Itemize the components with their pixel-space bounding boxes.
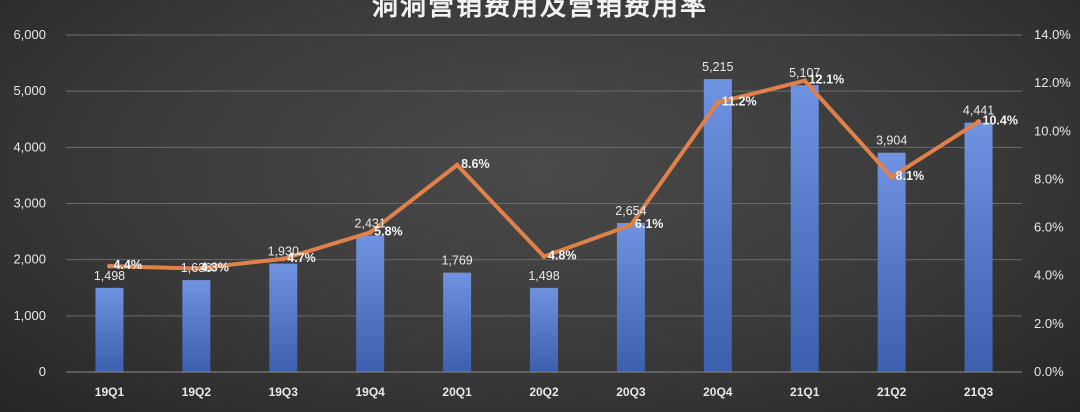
rate-value-label: 8.1% (896, 169, 925, 183)
line-point (628, 222, 634, 228)
chart-title: 洞洞营销费用及营销费用率 (371, 0, 708, 21)
x-tick-label: 21Q1 (790, 385, 820, 399)
y-right-tick-label: 0.0% (1034, 364, 1064, 379)
data-labels: 1,498 1,636 1,930 2,431 1,769 1,498 2,654 5,215… (94, 60, 1018, 283)
y-right-tick-label: 4.0% (1034, 268, 1064, 283)
rate-value-label: 12.1% (809, 73, 844, 87)
bar (356, 235, 385, 372)
x-tick-label: 20Q3 (616, 385, 646, 399)
bar-series (95, 79, 993, 373)
rate-line (107, 78, 981, 271)
line-series (106, 78, 982, 271)
line-point (106, 263, 112, 269)
line-point (367, 229, 373, 235)
x-tick-label: 19Q4 (356, 385, 386, 399)
bar-value-label: 1,636 (181, 261, 212, 275)
rate-value-label: 10.4% (983, 114, 1018, 128)
y-left-tick-label: 3,000 (13, 196, 46, 211)
line-point (280, 256, 286, 262)
bar (95, 287, 124, 372)
bar (877, 152, 906, 372)
line-point (889, 174, 895, 180)
y-left-tick-label: 6,000 (13, 27, 46, 42)
line-point (715, 99, 721, 105)
bar (616, 222, 645, 372)
line-point (802, 78, 808, 84)
rate-value-label: 5.8% (374, 224, 403, 238)
bar (703, 79, 732, 373)
bar (182, 280, 211, 372)
x-tick-label: 21Q2 (877, 385, 907, 399)
rate-value-label: 4.3% (200, 260, 229, 274)
bar-value-label: 3,904 (876, 134, 907, 148)
line-point (541, 253, 547, 259)
x-tick-label: 19Q2 (182, 385, 212, 399)
y-right-tick-label: 14.0% (1034, 27, 1071, 42)
bar (443, 272, 472, 372)
bar-value-label: 5,215 (702, 60, 733, 74)
axes: 0 1,000 2,000 3,000 4,000 5,000 6,000 0.0% 2.0% 4… (13, 27, 1071, 399)
rate-value-label: 6.1% (635, 217, 664, 231)
bar (964, 122, 993, 372)
bar-value-label: 1,498 (94, 269, 125, 283)
x-tick-label: 19Q3 (269, 385, 299, 399)
rate-value-label: 8.6% (461, 157, 490, 171)
x-tick-label: 20Q1 (442, 385, 472, 399)
line-point (454, 162, 460, 168)
y-right-tick-label: 2.0% (1034, 316, 1064, 331)
bar-value-label: 1,769 (441, 254, 472, 268)
line-point (193, 265, 199, 271)
x-tick-label: 19Q1 (95, 385, 125, 399)
bar-value-label: 4,441 (963, 104, 994, 118)
bar-value-label: 2,654 (615, 204, 646, 218)
y-right-tick-label: 6.0% (1034, 220, 1064, 235)
bar (790, 85, 819, 372)
x-tick-label: 20Q2 (529, 385, 559, 399)
y-left-tick-label: 4,000 (13, 139, 46, 154)
rate-value-label: 11.2% (722, 94, 757, 108)
y-left-tick-label: 1,000 (13, 308, 46, 323)
y-right-tick-label: 10.0% (1034, 123, 1071, 138)
bar-value-label: 5,107 (789, 66, 820, 80)
y-left-tick-label: 2,000 (13, 252, 46, 267)
x-tick-label: 21Q3 (964, 385, 994, 399)
rate-value-label: 4.8% (548, 248, 577, 262)
bar (269, 263, 298, 372)
line-point (976, 119, 982, 125)
bar-value-label: 1,498 (528, 269, 559, 283)
y-right-tick-label: 8.0% (1034, 171, 1064, 186)
bar-value-label: 1,930 (268, 245, 299, 259)
y-left-tick-label: 5,000 (13, 83, 46, 98)
rate-value-label: 4.4% (113, 258, 142, 272)
x-tick-label: 20Q4 (703, 385, 733, 399)
rate-value-label: 4.7% (287, 251, 316, 265)
y-right-tick-label: 12.0% (1034, 75, 1071, 90)
bar-value-label: 2,431 (355, 216, 386, 230)
y-left-tick-label: 0 (39, 364, 46, 379)
bar (530, 287, 558, 372)
